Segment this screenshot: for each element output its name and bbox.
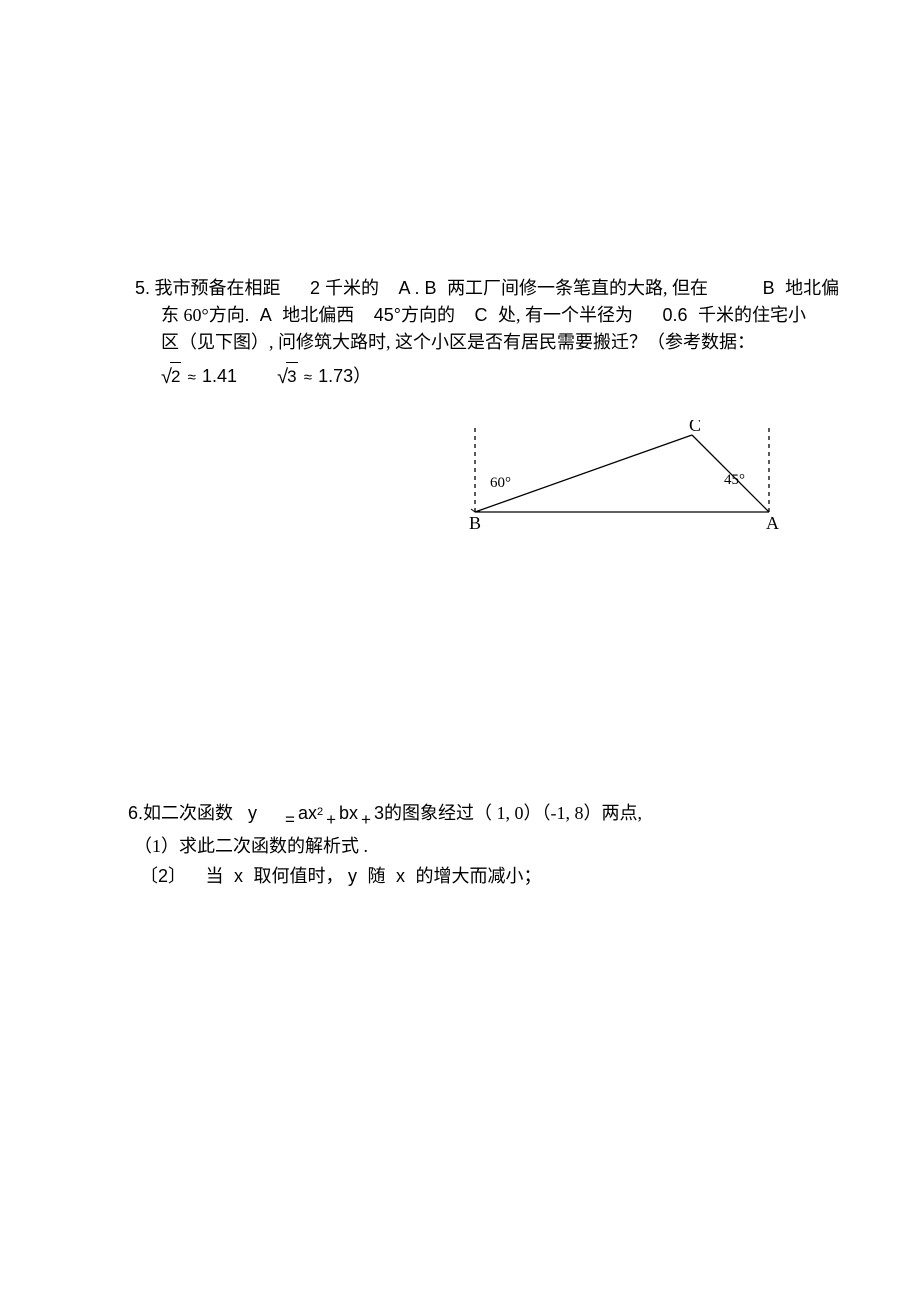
text: 我市预备在相距 [155,278,281,298]
text: 0.6 [662,305,687,325]
svg-text:45°: 45° [724,472,745,488]
text: （1）求此二次函数的解析式 . [134,836,368,856]
bx: bx [339,798,358,828]
plus: + [326,805,336,835]
p6-line-1: 6. 如二次函数 y = ax2 + bx + 3 的图象经过（ 1, 0）（-… [128,798,788,831]
p5-line-1: 5. 我市预备在相距 2 千米的 A . B 两工厂间修一条笔直的大路, 但在 … [135,275,795,302]
p6-line-3: 〔2〕 当 x 取何值时， y 随 x 的增大而减小； [128,861,788,891]
three: 3 [374,798,384,828]
text: 随 [368,866,386,886]
text: 的增大而减小； [416,866,542,886]
text: 当 [206,866,224,886]
text: B [763,278,775,298]
triangle-svg: 60° 45° C B A [457,420,787,530]
var-x: x [396,866,405,886]
triangle-figure: 60°45°CBA [457,420,787,525]
p5-line-2: 东 60°方向. A 地北偏西 45°方向的 C 处, 有一个半径为 0.6 千… [135,302,795,329]
p6-line-2: （1）求此二次函数的解析式 . [128,831,788,861]
p5-line-3: 区（见下图）, 问修筑大路时, 这个小区是否有居民需要搬迁？（参考数据： [135,329,795,356]
approx-icon: ≈ [300,364,317,391]
bracket: 〔2〕 [140,866,186,886]
text: A [260,305,272,325]
svg-text:C: C [689,420,701,435]
sup2: 2 [317,797,323,827]
text: 地北偏 [785,278,839,298]
plus: + [361,805,371,835]
p5-number: 5. [135,278,150,298]
text: C [474,305,487,325]
svg-text:60°: 60° [490,475,511,491]
text: 取何值时， [254,866,344,886]
text: 东 60°方向. [161,305,249,325]
approx-icon: ≈ [183,364,200,391]
ax: ax [298,798,317,828]
var-y: y [348,866,357,886]
text: A . B [399,278,437,298]
text: 如二次函数 [143,798,233,828]
text: 千米的住宅小 [698,305,806,325]
problem-6: 6. 如二次函数 y = ax2 + bx + 3 的图象经过（ 1, 0）（-… [128,798,788,891]
p6-number: 6. [128,798,143,828]
sqrt3-expr: √ 3 ≈ 1.73 ） [277,362,371,391]
equals: = [285,805,295,835]
page: 5. 我市预备在相距 2 千米的 A . B 两工厂间修一条笔直的大路, 但在 … [0,0,920,1303]
var-y: y [248,798,257,828]
text: 45°方向的 [374,305,455,325]
p5-line-4: √ 2 ≈ 1.41 √ 3 ≈ 1.73 ） [135,362,795,391]
text: 区（见下图）, 问修筑大路时, 这个小区是否有居民需要搬迁？（参考数据： [161,332,755,352]
svg-text:A: A [766,513,779,530]
text: 处, 有一个半径为 [498,305,633,325]
radical-icon: √ [161,364,172,391]
var-x: x [234,866,243,886]
svg-text:B: B [469,513,481,530]
value: 1.73 [318,363,353,390]
text: 的图象经过（ 1, 0）（-1, 8）两点, [384,798,642,828]
text: 2 千米的 [310,278,379,298]
text: 地北偏西 [282,305,354,325]
problem-5: 5. 我市预备在相距 2 千米的 A . B 两工厂间修一条笔直的大路, 但在 … [135,275,795,391]
text: 两工厂间修一条笔直的大路, 但在 [447,278,708,298]
value: 1.41 [202,363,237,390]
radical-icon: √ [277,364,288,391]
paren-close: ） [353,363,371,390]
sqrt2-expr: √ 2 ≈ 1.41 [161,362,237,391]
